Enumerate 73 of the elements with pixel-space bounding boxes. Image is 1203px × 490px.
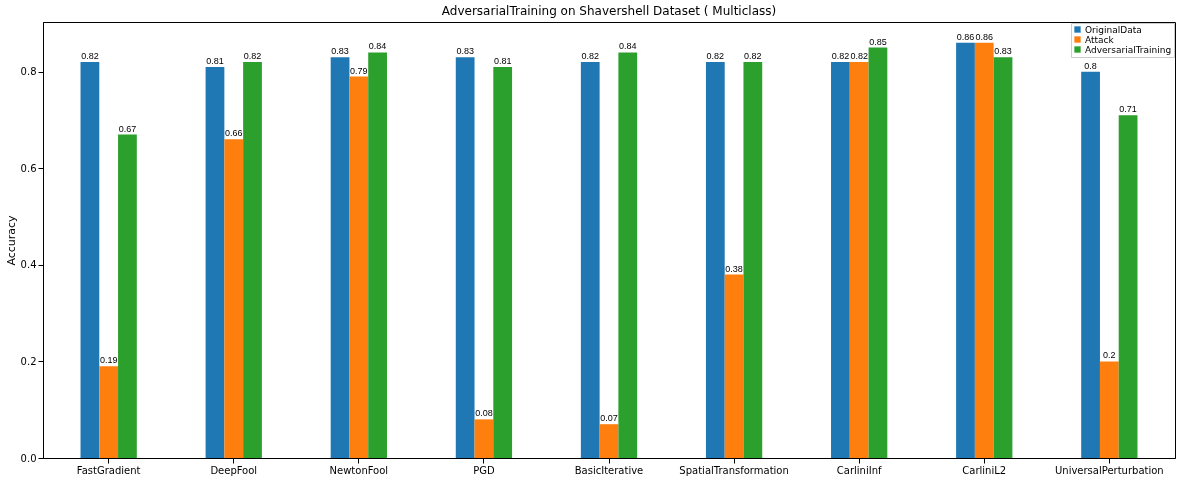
bar bbox=[956, 42, 975, 458]
bar bbox=[993, 57, 1013, 458]
bar bbox=[1118, 115, 1138, 458]
bar bbox=[493, 66, 513, 458]
legend-label: Attack bbox=[1085, 34, 1115, 45]
y-tick-label: 0.0 bbox=[20, 452, 37, 464]
legend-label: AdversarialTraining bbox=[1085, 44, 1172, 55]
bar bbox=[743, 62, 763, 458]
bar bbox=[1081, 71, 1100, 458]
data-label: 0.84 bbox=[619, 41, 637, 52]
x-tick-label: UniversalPerturbation bbox=[1055, 464, 1164, 476]
bar bbox=[330, 57, 350, 458]
data-label: 0.82 bbox=[581, 51, 599, 62]
data-label: 0.84 bbox=[368, 41, 387, 52]
legend-label: OriginalData bbox=[1085, 24, 1142, 35]
data-label: 0.79 bbox=[350, 65, 368, 76]
data-label: 0.08 bbox=[475, 408, 493, 419]
x-tick-label: SpatialTransformation bbox=[679, 464, 789, 476]
bar bbox=[99, 366, 119, 458]
x-tick-label: CarliniInf bbox=[836, 464, 882, 476]
data-label: 0.82 bbox=[744, 51, 762, 62]
data-label: 0.07 bbox=[600, 413, 618, 424]
data-label: 0.8 bbox=[1084, 60, 1097, 71]
data-label: 0.82 bbox=[831, 51, 850, 62]
bar bbox=[599, 424, 619, 458]
data-label: 0.86 bbox=[975, 31, 994, 42]
data-label: 0.85 bbox=[869, 36, 887, 47]
data-label: 0.71 bbox=[1119, 104, 1137, 115]
data-label: 0.81 bbox=[493, 55, 512, 66]
data-label: 0.83 bbox=[994, 46, 1012, 57]
bar bbox=[80, 62, 100, 458]
data-label: 0.19 bbox=[99, 355, 118, 366]
bar bbox=[455, 57, 475, 458]
x-tick-label: FastGradient bbox=[76, 464, 141, 476]
data-label: 0.86 bbox=[956, 31, 975, 42]
bar bbox=[118, 134, 137, 458]
bar bbox=[474, 419, 494, 458]
data-label: 0.81 bbox=[206, 55, 224, 66]
y-tick-label: 0.8 bbox=[20, 66, 37, 78]
data-label: 0.82 bbox=[81, 51, 99, 62]
bar bbox=[349, 76, 369, 458]
data-label: 0.38 bbox=[725, 263, 743, 274]
bar bbox=[243, 62, 262, 458]
x-tick-label: PGD bbox=[473, 464, 495, 476]
data-label: 0.82 bbox=[243, 51, 262, 62]
y-tick-label: 0.6 bbox=[20, 162, 37, 174]
data-label: 0.2 bbox=[1103, 350, 1116, 361]
x-tick-label: CarliniL2 bbox=[962, 464, 1007, 476]
bar bbox=[580, 62, 600, 458]
data-label: 0.82 bbox=[850, 51, 868, 62]
bar bbox=[1099, 361, 1119, 458]
x-tick-label: DeepFool bbox=[210, 464, 258, 476]
bar bbox=[868, 47, 888, 458]
bar bbox=[974, 42, 994, 458]
data-label: 0.83 bbox=[456, 46, 474, 57]
y-tick-label: 0.2 bbox=[20, 355, 37, 367]
chart-title: AdversarialTraining on Shavershell Dataset ( Multiclass) bbox=[441, 4, 777, 18]
bar bbox=[618, 52, 638, 458]
y-tick-label: 0.4 bbox=[20, 259, 37, 271]
data-label: 0.66 bbox=[224, 128, 243, 139]
y-axis-title: Accuracy bbox=[4, 214, 18, 266]
bar bbox=[205, 66, 225, 458]
data-label: 0.67 bbox=[118, 123, 137, 134]
bar bbox=[705, 62, 725, 458]
data-label: 0.82 bbox=[706, 51, 725, 62]
bar bbox=[849, 62, 869, 458]
bar bbox=[368, 52, 387, 458]
bar bbox=[224, 139, 244, 458]
x-tick-label: NewtonFool bbox=[329, 464, 389, 476]
data-label: 0.83 bbox=[331, 46, 349, 57]
x-tick-label: BasicIterative bbox=[574, 464, 644, 476]
bar bbox=[831, 62, 850, 458]
bar bbox=[724, 274, 744, 458]
